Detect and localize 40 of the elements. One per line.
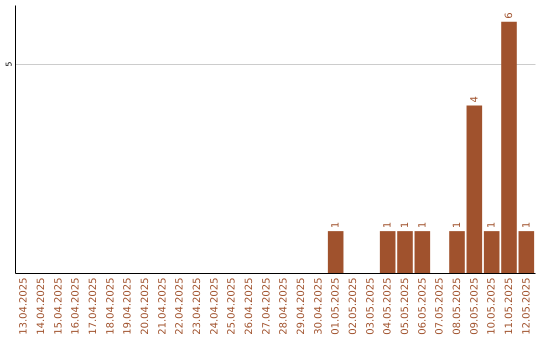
x-tick-label: 01.05.2025 [330,278,342,335]
x-tick-label: 08.05.2025 [452,278,463,335]
x-tick-label: 20.04.2025 [140,278,151,335]
x-tick-label: 26.04.2025 [244,278,255,335]
x-tick-label: 21.04.2025 [157,278,168,335]
data-label: 6 [504,12,515,19]
x-tick-label: 07.05.2025 [434,278,446,335]
x-tick-label: 17.04.2025 [88,278,99,335]
y-tick-label: 5 [4,62,14,67]
x-tick-label: 25.04.2025 [226,278,238,335]
x-tick-label: 15.04.2025 [53,278,64,335]
x-tick-label: 18.04.2025 [105,278,116,335]
x-tick-label: 28.04.2025 [278,278,290,335]
data-label: 1 [330,222,342,228]
x-tick-label: 04.05.2025 [382,278,394,335]
x-tick-label: 09.05.2025 [469,278,480,335]
data-label: 1 [452,222,463,228]
x-tick-label: 02.05.2025 [348,278,359,335]
x-tick-label: 13.04.2025 [18,278,30,335]
x-tick-label: 16.04.2025 [70,278,82,335]
x-tick-label: 23.04.2025 [192,278,203,335]
x-tick-label: 05.05.2025 [400,278,411,335]
x-tick-label: 06.05.2025 [417,278,428,335]
x-tick-label: 24.04.2025 [209,278,220,335]
data-label: 1 [521,222,532,228]
data-label: 1 [400,222,411,228]
data-label: 1 [382,222,394,228]
x-tick-label: 12.05.2025 [521,278,532,335]
data-label: 1 [417,222,428,228]
x-tick-label: 14.04.2025 [36,278,47,335]
x-tick-label: 29.04.2025 [296,278,307,335]
x-tick-label: 03.05.2025 [365,278,376,335]
x-tick-label: 30.04.2025 [313,278,324,335]
x-tick-label: 19.04.2025 [122,278,134,335]
data-label: 4 [469,96,480,102]
data-label: 1 [486,222,498,228]
x-tick-label: 22.04.2025 [174,278,186,335]
x-tick-label: 10.05.2025 [486,278,498,335]
x-tick-label: 11.05.2025 [504,278,515,335]
x-tick-label: 27.04.2025 [261,278,272,335]
